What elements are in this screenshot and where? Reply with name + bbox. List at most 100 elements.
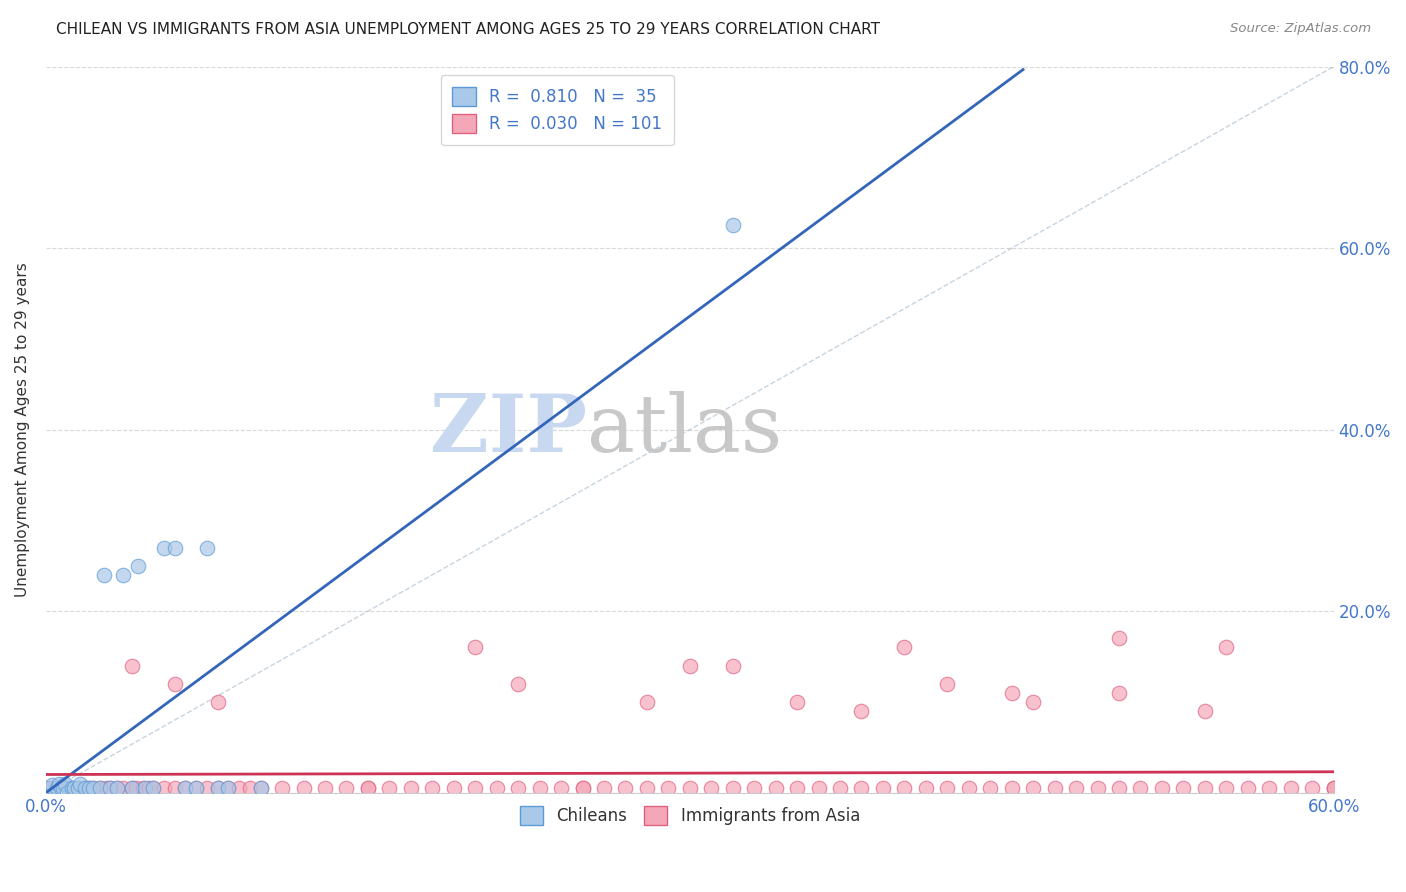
Point (335, 781, 357, 796)
Point (1258, 781, 1281, 796)
Point (979, 781, 1001, 796)
Point (1001, 686, 1024, 700)
Point (786, 781, 808, 796)
Point (142, 781, 165, 796)
Point (207, 781, 229, 796)
Point (1108, 632, 1130, 646)
Point (127, 558, 149, 573)
Point (721, 219, 744, 233)
Point (593, 781, 616, 796)
Point (420, 781, 443, 796)
Point (872, 781, 894, 796)
Point (138, 781, 160, 796)
Point (39, 781, 62, 796)
Point (142, 781, 165, 796)
Point (464, 781, 486, 796)
Point (89, 781, 111, 796)
Point (957, 781, 980, 796)
Point (1323, 781, 1346, 796)
Point (89, 781, 111, 796)
Point (195, 781, 218, 796)
Point (936, 677, 959, 691)
Point (851, 704, 873, 718)
Point (207, 695, 229, 709)
Point (508, 677, 530, 691)
Point (207, 781, 229, 796)
Point (1215, 640, 1237, 655)
Point (186, 781, 208, 796)
Point (1301, 781, 1323, 796)
Point (657, 781, 679, 796)
Point (786, 695, 808, 709)
Text: Source: ZipAtlas.com: Source: ZipAtlas.com (1230, 22, 1371, 36)
Point (98, 781, 121, 796)
Point (53, 776, 76, 790)
Point (239, 781, 262, 796)
Point (52, 781, 75, 796)
Point (112, 567, 135, 582)
Point (550, 781, 572, 796)
Point (77, 781, 100, 796)
Point (163, 781, 186, 796)
Point (41, 781, 63, 796)
Point (1323, 781, 1346, 796)
Legend: Chileans, Immigrants from Asia: Chileans, Immigrants from Asia (510, 796, 870, 835)
Point (357, 781, 380, 796)
Point (52, 781, 75, 796)
Point (94, 781, 117, 796)
Point (1022, 695, 1045, 709)
Point (56, 786, 79, 800)
Point (614, 781, 637, 796)
Point (121, 781, 143, 796)
Point (1150, 781, 1173, 796)
Point (1022, 781, 1045, 796)
Point (1215, 781, 1237, 796)
Point (271, 781, 294, 796)
Point (67, 781, 90, 796)
Point (529, 781, 551, 796)
Point (807, 781, 830, 796)
Point (292, 781, 315, 796)
Point (443, 781, 465, 796)
Point (1108, 686, 1130, 700)
Point (893, 640, 915, 655)
Point (1001, 781, 1024, 796)
Point (1043, 781, 1066, 796)
Point (1108, 781, 1130, 796)
Point (915, 781, 938, 796)
Point (48, 776, 70, 790)
Point (44, 786, 66, 800)
Point (67, 781, 90, 796)
Point (314, 781, 336, 796)
Point (93, 567, 115, 582)
Point (153, 541, 176, 555)
Point (249, 781, 271, 796)
Y-axis label: Unemployment Among Ages 25 to 29 years: Unemployment Among Ages 25 to 29 years (15, 262, 30, 597)
Point (1129, 781, 1152, 796)
Point (121, 658, 143, 673)
Point (45, 781, 67, 796)
Point (49, 781, 72, 796)
Point (98, 781, 121, 796)
Point (1194, 704, 1216, 718)
Point (357, 781, 380, 796)
Point (56, 781, 79, 796)
Point (153, 781, 176, 796)
Point (134, 781, 156, 796)
Point (125, 781, 148, 796)
Point (1173, 781, 1195, 796)
Text: CHILEAN VS IMMIGRANTS FROM ASIA UNEMPLOYMENT AMONG AGES 25 TO 29 YEARS CORRELATI: CHILEAN VS IMMIGRANTS FROM ASIA UNEMPLOY… (56, 22, 880, 37)
Point (105, 781, 128, 796)
Point (186, 781, 208, 796)
Point (700, 781, 723, 796)
Point (636, 695, 658, 709)
Point (41, 778, 63, 792)
Point (60, 781, 83, 796)
Point (1064, 781, 1087, 796)
Point (63, 781, 86, 796)
Point (378, 781, 401, 796)
Point (485, 781, 508, 796)
Point (73, 781, 96, 796)
Point (1194, 781, 1216, 796)
Point (217, 781, 239, 796)
